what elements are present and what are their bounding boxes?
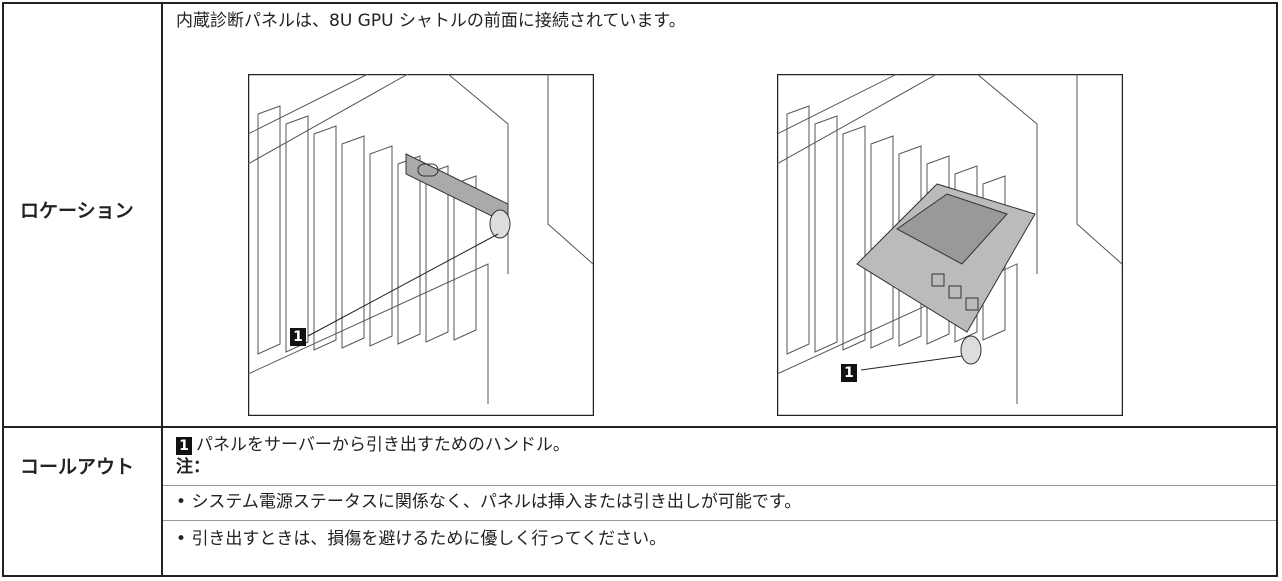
row-header: ロケーション (20, 200, 134, 222)
drive-bay (369, 145, 393, 347)
drive-bay (870, 135, 894, 349)
note-item: • システム電源ステータスに関係なく、パネルは挿入または引き出しが可能です。 (176, 492, 802, 512)
drive-bay (453, 175, 477, 341)
drive-bay (341, 135, 365, 349)
note-text: 引き出すときは、損傷を避けるために優しく行ってください。 (191, 529, 667, 549)
row-divider (4, 426, 1276, 428)
separator (163, 520, 1276, 521)
illustration-open: 1 (777, 74, 1123, 416)
drive-bay (842, 125, 866, 351)
drive-bay (313, 125, 337, 351)
note-text: システム電源ステータスに関係なく、パネルは挿入または引き出しが可能です。 (191, 492, 802, 512)
callout-number: 1 (176, 437, 192, 455)
drive-bay (397, 155, 421, 345)
column-divider (161, 4, 163, 575)
description: 内蔵診断パネルは、8U GPU シャトルの前面に接続されています。 (176, 11, 686, 31)
illustration-closed: 1 (248, 74, 594, 416)
drive-bay (425, 165, 449, 343)
callout-text: パネルをサーバーから引き出すためのハンドル。 (196, 435, 570, 455)
row-header: コールアウト (20, 456, 135, 478)
note-label: 注： (176, 457, 210, 477)
drive-bay (814, 115, 838, 353)
note-item: • 引き出すときは、損傷を避けるために優しく行ってください。 (176, 529, 667, 549)
drive-bay (285, 115, 309, 353)
callout-marker: 1 (290, 328, 306, 346)
drive-bay (786, 105, 810, 355)
separator (163, 485, 1276, 486)
callout-marker: 1 (841, 364, 857, 382)
drive-bay (257, 105, 281, 355)
callout-line: 1 パネルをサーバーから引き出すためのハンドル。 (176, 434, 570, 456)
